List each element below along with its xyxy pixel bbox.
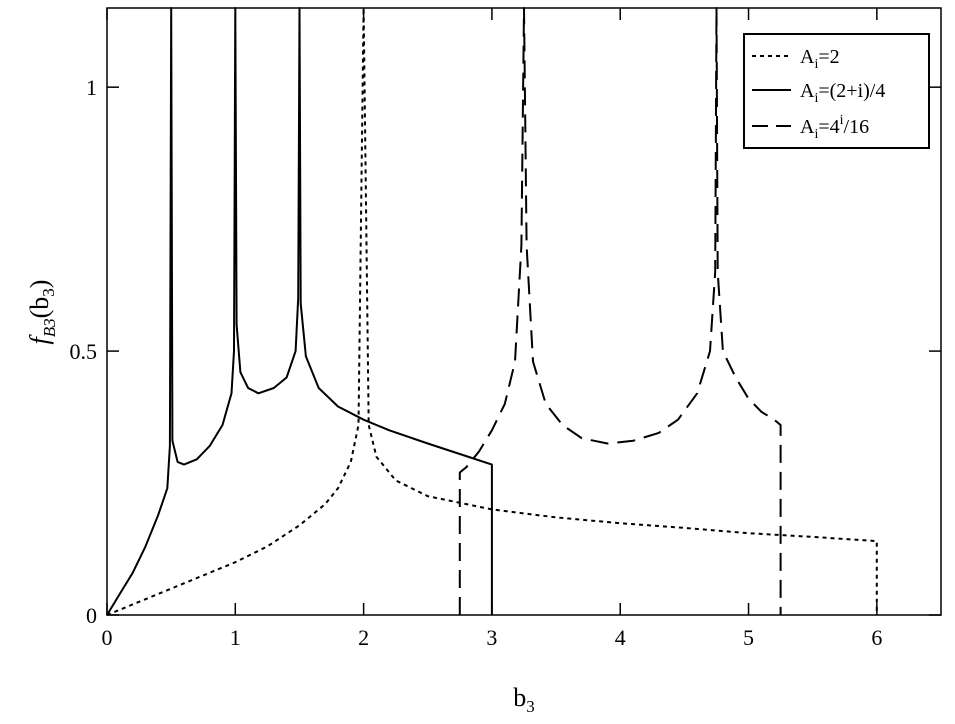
legend: Ai=2 Ai=(2+i)/4 Ai=4i/16 bbox=[743, 33, 930, 149]
x-axis-title: b3 bbox=[513, 683, 535, 716]
y-axis-title: fB3(b3) bbox=[25, 280, 59, 345]
x-tick-label: 0 bbox=[102, 625, 113, 650]
svg-text:Ai=(2+i)/4: Ai=(2+i)/4 bbox=[800, 80, 885, 106]
tick-layer: 0 1 2 3 4 5 6 0 0.5 1 bbox=[70, 8, 941, 650]
legend-label-3: A bbox=[800, 116, 815, 138]
x-axis-title-sub: 3 bbox=[526, 697, 535, 716]
y-axis-title-sub: B3 bbox=[40, 318, 59, 337]
series-line-3 bbox=[458, 7, 782, 615]
y-tick-label: 0 bbox=[86, 603, 97, 628]
x-tick-label: 1 bbox=[230, 625, 241, 650]
svg-text:Ai=4i/16: Ai=4i/16 bbox=[800, 113, 869, 142]
series-layer bbox=[106, 7, 878, 616]
legend-label-2: A bbox=[800, 80, 815, 102]
x-tick-label: 4 bbox=[615, 625, 626, 650]
x-tick-label: 2 bbox=[358, 625, 369, 650]
legend-label-1: A bbox=[800, 46, 815, 68]
svg-text:Ai=2: Ai=2 bbox=[800, 46, 840, 72]
x-tick-label: 3 bbox=[486, 625, 497, 650]
x-tick-label: 5 bbox=[743, 625, 754, 650]
series-line-2 bbox=[106, 7, 493, 616]
x-tick-label: 6 bbox=[871, 625, 882, 650]
y-tick-label: 1 bbox=[86, 75, 97, 100]
y-tick-label: 0.5 bbox=[70, 339, 98, 364]
series-line-1 bbox=[106, 7, 878, 616]
